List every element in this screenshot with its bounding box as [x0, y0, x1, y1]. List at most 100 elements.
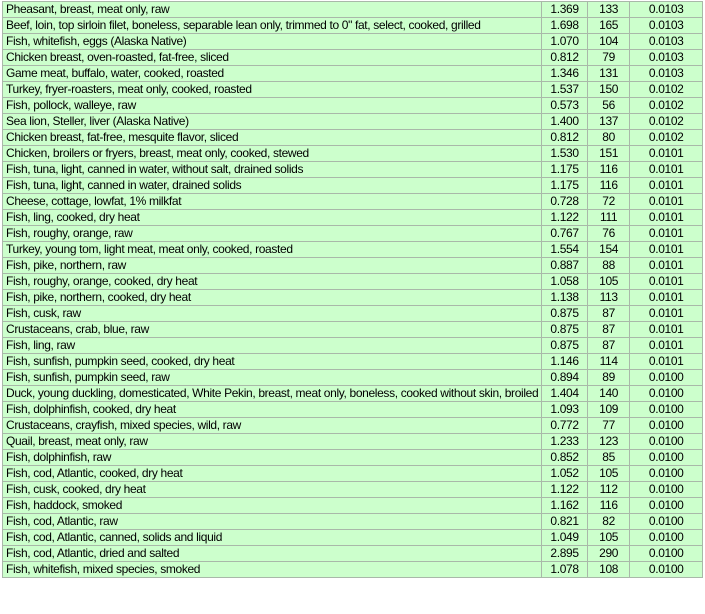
value-1-cell: 1.078	[541, 561, 588, 578]
value-2-cell: 290	[586, 545, 631, 562]
value-1-cell: 0.875	[541, 337, 588, 354]
value-1-cell: 0.894	[541, 369, 588, 386]
value-3-cell: 0.0100	[629, 369, 703, 386]
table-row: Fish, pike, northern, cooked, dry heat 1.…	[1, 289, 703, 306]
table-row: Fish, cod, Atlantic, canned, solids and …	[1, 529, 703, 546]
value-3-cell: 0.0100	[629, 449, 703, 466]
value-1-cell: 1.537	[541, 81, 588, 98]
table-row: Turkey, fryer-roasters, meat only, cooke…	[1, 81, 703, 98]
table-row: Crustaceans, crayfish, mixed species, wi…	[1, 417, 703, 434]
food-table: Pheasant, breast, meat only, raw 1.369 133…	[1, 1, 703, 578]
value-1-cell: 0.573	[541, 97, 588, 114]
value-2-cell: 114	[586, 353, 631, 370]
value-2-cell: 104	[586, 33, 631, 50]
value-2-cell: 105	[586, 273, 631, 290]
food-name-cell: Fish, sunfish, pumpkin seed, cooked, dry…	[1, 353, 543, 370]
table-row: Pheasant, breast, meat only, raw 1.369 133…	[1, 1, 703, 18]
value-3-cell: 0.0103	[629, 33, 703, 50]
value-2-cell: 113	[586, 289, 631, 306]
value-3-cell: 0.0100	[629, 513, 703, 530]
table-row: Fish, cusk, raw 0.875 87 0.0101	[1, 305, 703, 322]
value-1-cell: 1.175	[541, 161, 588, 178]
value-1-cell: 1.346	[541, 65, 588, 82]
food-name-cell: Fish, pike, northern, raw	[1, 257, 543, 274]
value-1-cell: 0.852	[541, 449, 588, 466]
food-name-cell: Chicken breast, fat-free, mesquite flavo…	[1, 129, 543, 146]
value-3-cell: 0.0100	[629, 561, 703, 578]
value-2-cell: 108	[586, 561, 631, 578]
value-2-cell: 137	[586, 113, 631, 130]
food-name-cell: Fish, ling, raw	[1, 337, 543, 354]
value-1-cell: 1.554	[541, 241, 588, 258]
value-1-cell: 1.049	[541, 529, 588, 546]
food-name-cell: Fish, roughy, orange, raw	[1, 225, 543, 242]
value-3-cell: 0.0100	[629, 497, 703, 514]
table-row: Fish, roughy, orange, cooked, dry heat 1.…	[1, 273, 703, 290]
food-name-cell: Sea lion, Steller, liver (Alaska Native)	[1, 113, 543, 130]
value-2-cell: 89	[586, 369, 631, 386]
table-row: Quail, breast, meat only, raw 1.233 123 0.0…	[1, 433, 703, 450]
value-3-cell: 0.0101	[629, 209, 703, 226]
food-name-cell: Fish, whitefish, eggs (Alaska Native)	[1, 33, 543, 50]
value-3-cell: 0.0100	[629, 433, 703, 450]
value-1-cell: 1.530	[541, 145, 588, 162]
table-row: Fish, tuna, light, canned in water, with…	[1, 161, 703, 178]
value-2-cell: 151	[586, 145, 631, 162]
value-1-cell: 1.175	[541, 177, 588, 194]
food-name-cell: Fish, pike, northern, cooked, dry heat	[1, 289, 543, 306]
value-1-cell: 0.767	[541, 225, 588, 242]
table-row: Turkey, young tom, light meat, meat only…	[1, 241, 703, 258]
table-row: Fish, dolphinfish, raw 0.852 85 0.0100	[1, 449, 703, 466]
value-2-cell: 87	[586, 305, 631, 322]
value-1-cell: 1.070	[541, 33, 588, 50]
food-name-cell: Chicken breast, oven-roasted, fat-free, …	[1, 49, 543, 66]
table-row: Fish, sunfish, pumpkin seed, raw 0.894 89 0…	[1, 369, 703, 386]
food-name-cell: Turkey, fryer-roasters, meat only, cooke…	[1, 81, 543, 98]
table-row: Game meat, buffalo, water, cooked, roast…	[1, 65, 703, 82]
value-2-cell: 72	[586, 193, 631, 210]
value-3-cell: 0.0103	[629, 17, 703, 34]
food-name-cell: Fish, whitefish, mixed species, smoked	[1, 561, 543, 578]
food-name-cell: Fish, roughy, orange, cooked, dry heat	[1, 273, 543, 290]
value-2-cell: 105	[586, 529, 631, 546]
food-name-cell: Fish, tuna, light, canned in water, drai…	[1, 177, 543, 194]
food-name-cell: Fish, tuna, light, canned in water, with…	[1, 161, 543, 178]
value-2-cell: 87	[586, 321, 631, 338]
value-1-cell: 2.895	[541, 545, 588, 562]
food-name-cell: Fish, cod, Atlantic, cooked, dry heat	[1, 465, 543, 482]
table-row: Fish, cod, Atlantic, cooked, dry heat 1.0…	[1, 465, 703, 482]
value-2-cell: 88	[586, 257, 631, 274]
value-3-cell: 0.0102	[629, 97, 703, 114]
table-row: Cheese, cottage, lowfat, 1% milkfat 0.728…	[1, 193, 703, 210]
table-row: Chicken, broilers or fryers, breast, mea…	[1, 145, 703, 162]
value-3-cell: 0.0100	[629, 465, 703, 482]
value-1-cell: 1.146	[541, 353, 588, 370]
value-3-cell: 0.0103	[629, 65, 703, 82]
value-3-cell: 0.0102	[629, 113, 703, 130]
table-row: Sea lion, Steller, liver (Alaska Native)…	[1, 113, 703, 130]
value-2-cell: 133	[586, 1, 631, 18]
food-name-cell: Fish, cod, Atlantic, dried and salted	[1, 545, 543, 562]
value-1-cell: 1.400	[541, 113, 588, 130]
table-row: Fish, dolphinfish, cooked, dry heat 1.093…	[1, 401, 703, 418]
value-1-cell: 0.887	[541, 257, 588, 274]
value-3-cell: 0.0101	[629, 193, 703, 210]
value-3-cell: 0.0103	[629, 49, 703, 66]
table-row: Fish, tuna, light, canned in water, drai…	[1, 177, 703, 194]
value-1-cell: 1.698	[541, 17, 588, 34]
value-1-cell: 0.772	[541, 417, 588, 434]
food-name-cell: Fish, ling, cooked, dry heat	[1, 209, 543, 226]
value-1-cell: 0.728	[541, 193, 588, 210]
food-name-cell: Game meat, buffalo, water, cooked, roast…	[1, 65, 543, 82]
value-1-cell: 1.369	[541, 1, 588, 18]
value-2-cell: 111	[586, 209, 631, 226]
value-2-cell: 56	[586, 97, 631, 114]
value-2-cell: 77	[586, 417, 631, 434]
food-name-cell: Beef, loin, top sirloin filet, boneless,…	[1, 17, 543, 34]
value-2-cell: 112	[586, 481, 631, 498]
food-name-cell: Fish, sunfish, pumpkin seed, raw	[1, 369, 543, 386]
table-row: Fish, whitefish, eggs (Alaska Native) 1.0…	[1, 33, 703, 50]
value-1-cell: 1.404	[541, 385, 588, 402]
value-1-cell: 0.812	[541, 49, 588, 66]
value-1-cell: 0.875	[541, 321, 588, 338]
